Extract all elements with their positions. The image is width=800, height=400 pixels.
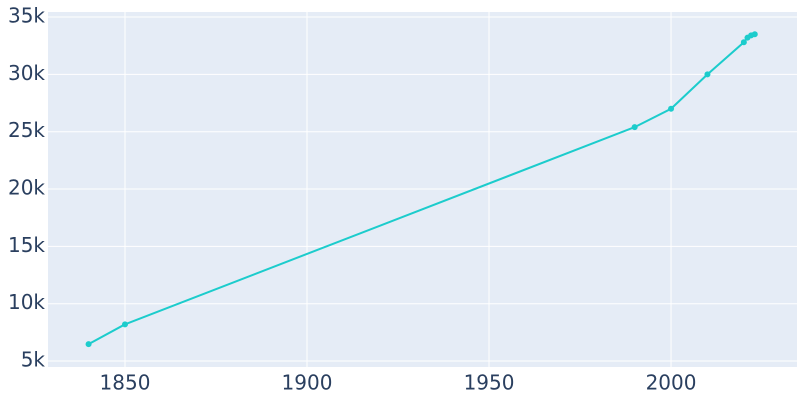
point (704, 71, 711, 78)
point (121, 321, 128, 328)
y-tick-label: 35k (8, 4, 45, 28)
y-tick-label: 20k (8, 176, 45, 200)
x-tick-label: 2000 (646, 371, 697, 395)
point (668, 105, 675, 112)
y-tick-label: 25k (8, 118, 45, 142)
y-tick-label: 10k (8, 290, 45, 314)
y-tick-label: 5k (21, 348, 46, 372)
y-tick-label: 15k (8, 233, 45, 257)
y-tick-label: 30k (8, 61, 45, 85)
point (751, 31, 758, 38)
point (85, 341, 92, 348)
point (740, 39, 747, 46)
point (631, 124, 638, 131)
x-tick-label: 1850 (100, 371, 151, 395)
x-tick-label: 1900 (282, 371, 333, 395)
x-tick-label: 1950 (464, 371, 515, 395)
